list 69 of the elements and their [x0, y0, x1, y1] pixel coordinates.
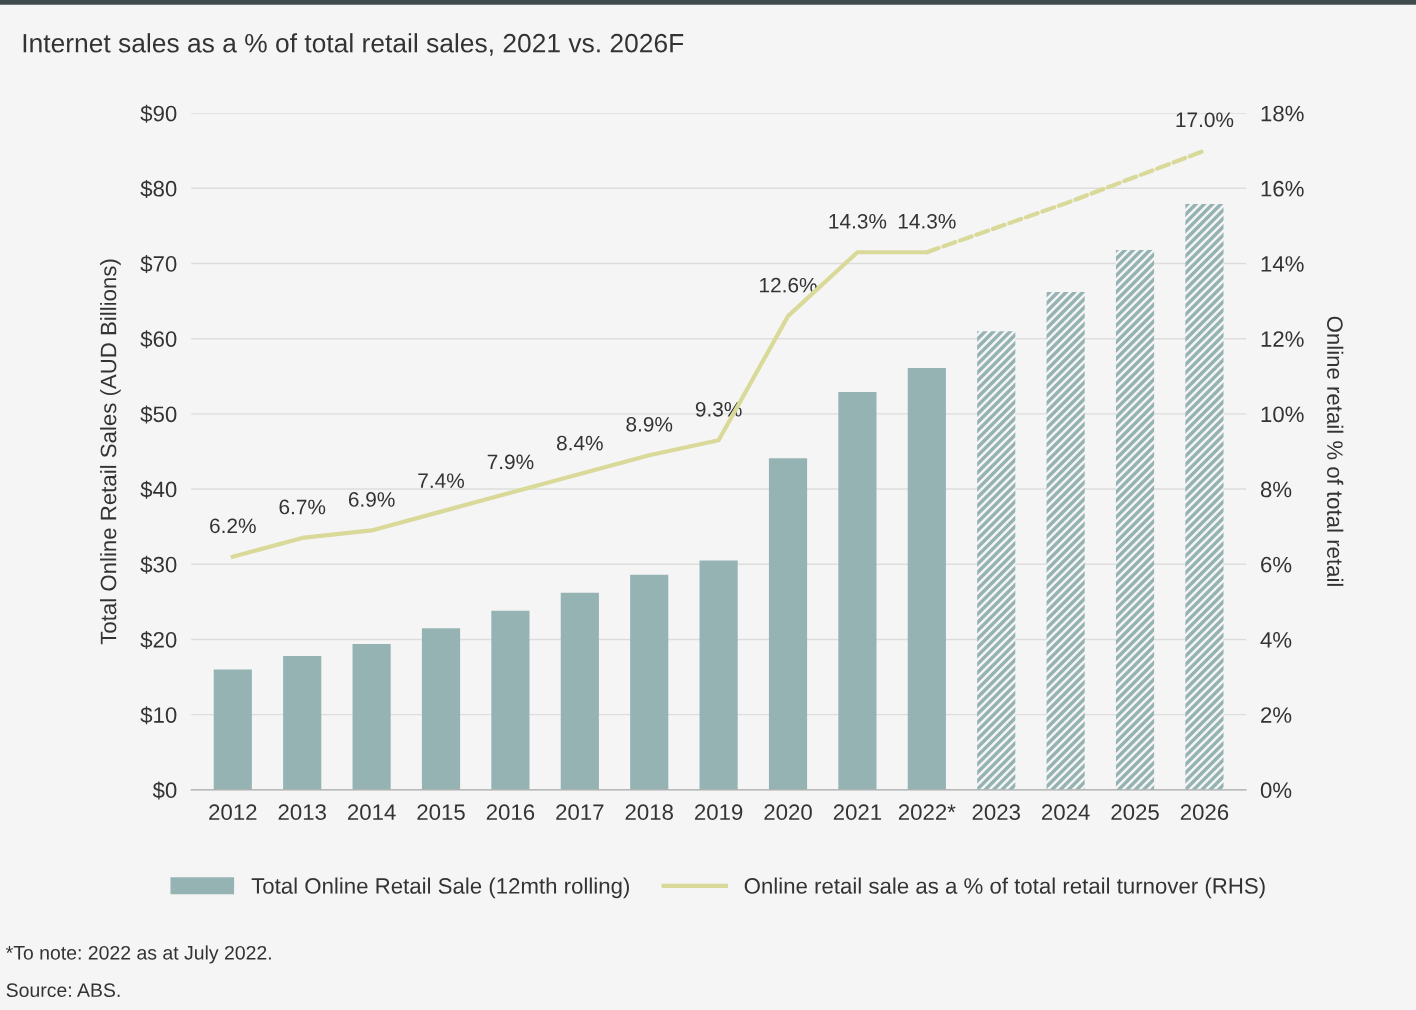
y-tick-label: $80: [140, 179, 177, 198]
bar: [283, 655, 322, 790]
data-label: 8.4%: [556, 435, 603, 451]
y2-tick-label: 2%: [1261, 707, 1292, 723]
bar: [352, 643, 391, 790]
bar: [768, 458, 808, 790]
bar: [491, 610, 530, 790]
x-tick-label: 2016: [486, 804, 535, 821]
y-tick-label: $70: [140, 255, 177, 274]
y2-tick-label: 4%: [1260, 632, 1292, 648]
x-tick-label: 2020: [764, 804, 812, 821]
data-label: 6.2%: [210, 518, 256, 534]
y-tick-label: $10: [140, 706, 177, 725]
bar: [838, 392, 877, 790]
x-tick-label: 2014: [348, 804, 396, 821]
y2-tick-label: 12%: [1261, 331, 1304, 347]
x-tick-label: 2017: [556, 804, 604, 821]
bar: [560, 592, 599, 790]
x-tick-label: 2023: [972, 804, 1020, 821]
legend-label: Online retail sale as a % of total retail turnover (RHS): [744, 877, 1265, 899]
x-tick-label: 2022*: [898, 804, 956, 821]
data-label: 6.9%: [348, 492, 395, 507]
data-label: 7.4%: [418, 473, 465, 488]
bar: [1115, 249, 1155, 790]
bar: [1185, 204, 1224, 790]
x-tick-label: 2025: [1111, 804, 1159, 821]
x-tick-label: 2024: [1042, 804, 1090, 821]
x-tick-label: 2018: [625, 804, 673, 821]
source-note: Source: ABS.: [6, 983, 120, 998]
y2-tick-label: 6%: [1261, 556, 1292, 573]
y2-tick-label: 0%: [1260, 782, 1292, 799]
y2-tick-label: 8%: [1260, 481, 1292, 498]
x-tick-label: 2021: [833, 804, 882, 821]
y2-tick-label: 10%: [1261, 406, 1304, 423]
data-label: 7.9%: [487, 454, 534, 470]
y-tick-label: $40: [140, 480, 177, 499]
legend-label: Total Online Retail Sale (12mth rolling): [251, 877, 629, 899]
data-label: 12.6%: [760, 277, 817, 293]
text: *To note: 2022 as at July 2022.: [5, 945, 271, 964]
x-tick-label: 2015: [417, 804, 465, 821]
bar: [630, 574, 669, 790]
bar: [977, 331, 1016, 790]
bar: [213, 669, 252, 790]
data-label: 17.0%: [1176, 112, 1234, 128]
y-tick-label: $50: [140, 405, 177, 424]
y2-axis-title: Online retail % of total retail: [1327, 316, 1344, 586]
chart-title: Internet sales as a % of total retail sales, 2021 vs. 2026F: [23, 33, 684, 56]
y-tick-label: $60: [140, 330, 177, 349]
data-label: 14.3%: [829, 213, 887, 229]
data-label: 9.3%: [695, 401, 742, 417]
x-tick-label: 2019: [695, 804, 743, 821]
bar: [421, 628, 461, 790]
data-label: 8.9%: [626, 416, 673, 432]
y2-tick-label: 18%: [1261, 105, 1304, 122]
bar: [1046, 292, 1085, 790]
y-tick-label: $20: [140, 631, 177, 650]
bar: [699, 560, 738, 790]
data-label: 6.7%: [279, 499, 326, 515]
data-label: 14.3%: [898, 213, 956, 229]
y-tick-label: $0: [152, 781, 177, 800]
bar: [907, 368, 946, 790]
x-tick-label: 2012: [209, 804, 257, 821]
y2-tick-label: 14%: [1261, 256, 1304, 272]
y-axis-title: Total Online Retail Sales (AUD Billions): [100, 259, 121, 645]
y-tick-label: $30: [140, 555, 177, 574]
y2-tick-label: 16%: [1261, 180, 1304, 197]
x-tick-label: 2026: [1180, 804, 1229, 821]
x-tick-label: 2013: [278, 804, 326, 821]
y-tick-label: $90: [140, 104, 177, 123]
